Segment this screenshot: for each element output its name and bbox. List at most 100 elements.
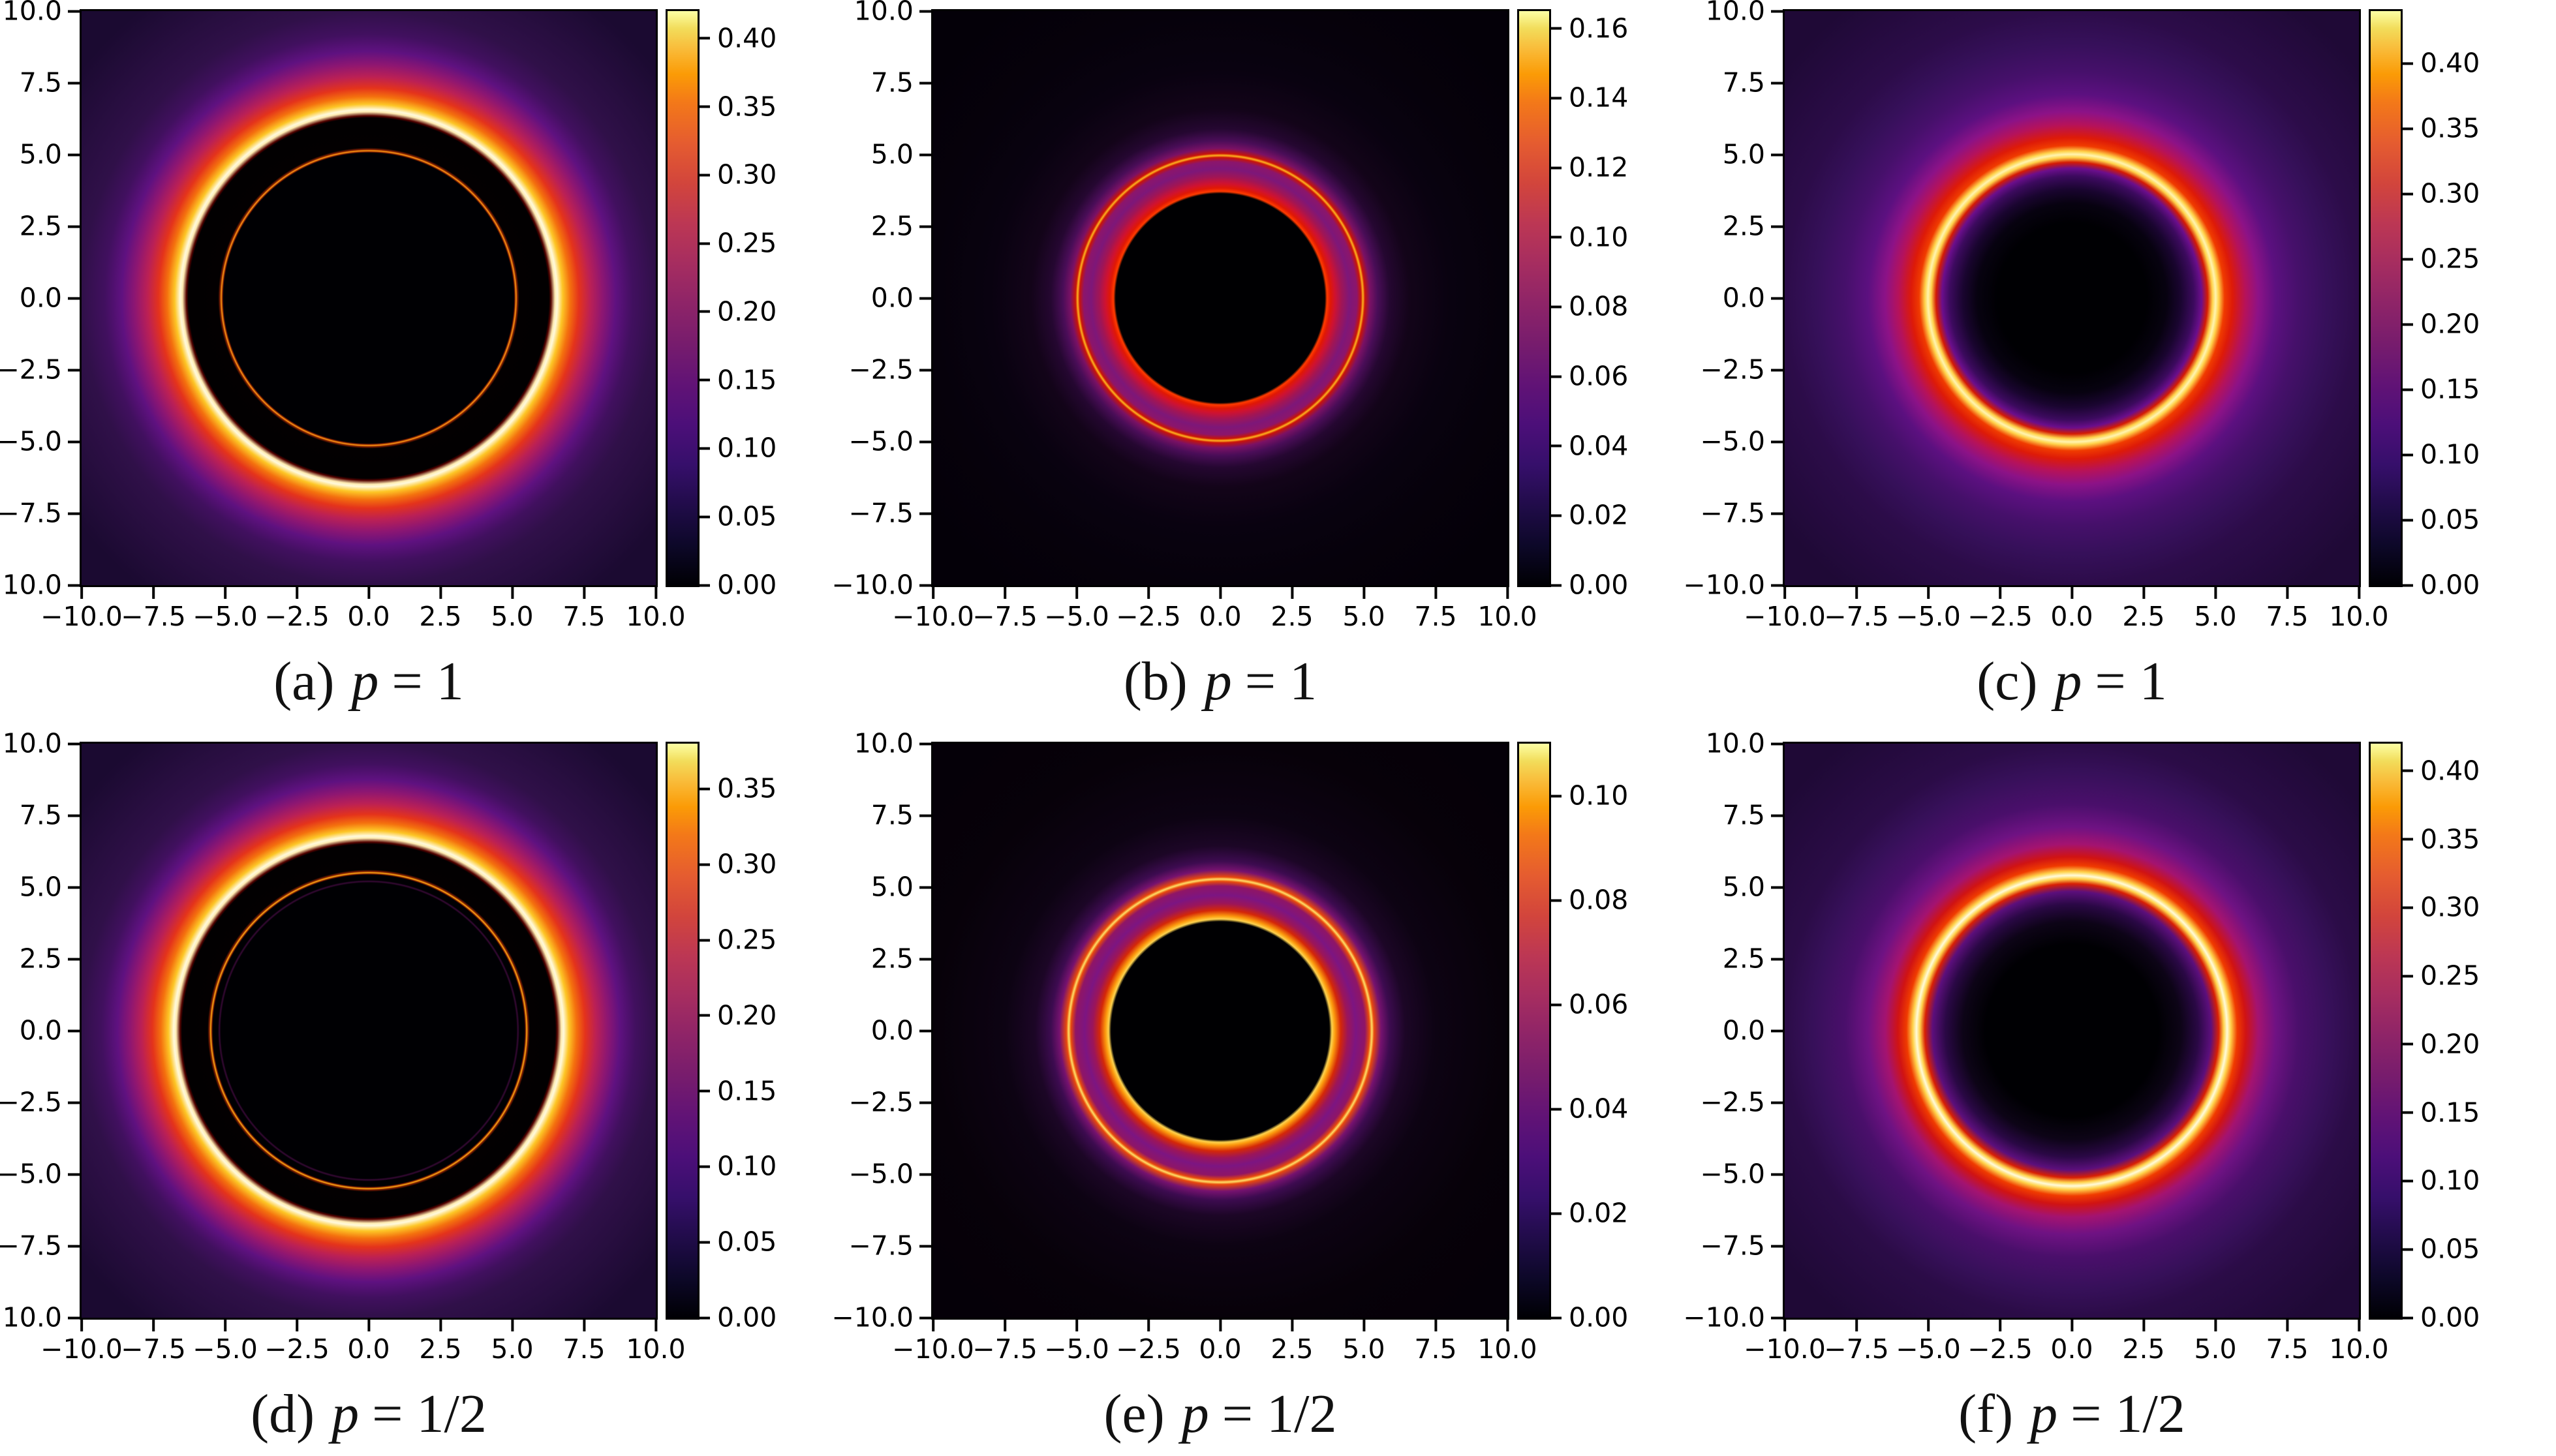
y-tick-label: −7.5 — [0, 1232, 80, 1260]
y-tick-label: 2.5 — [20, 213, 80, 240]
colorbar-tick-label: 0.05 — [2403, 506, 2480, 534]
x-tick-label: 7.5 — [2266, 587, 2308, 630]
caption-variable: p — [351, 651, 379, 712]
x-tick-label: 7.5 — [562, 587, 605, 630]
axes-e: 10.0 7.5 5.0 2.5 0.0 −2.5 −5.0 −7.5 −10.0 −10.0−… — [831, 730, 1703, 1363]
panel-a: 10.07.55.02.50.0−2.5−5.0−7.5−10.0 −10.0−… — [0, 0, 852, 713]
colorbar-tick-label: 0.15 — [2403, 376, 2480, 403]
x-tick-label: 10.0 — [1477, 1320, 1537, 1363]
x-tick-label: −2.5 — [1116, 1320, 1181, 1363]
x-axis-d: −10.0 −7.5 −5.0 −2.5 0.0 2.5 5.0 7.5 10.0 — [40, 1320, 685, 1363]
y-tick-label: 10.0 — [1706, 730, 1783, 757]
caption-index: (b) — [1123, 651, 1188, 712]
colorbar-tick-label: 0.06 — [1551, 991, 1628, 1018]
y-tick-label: −2.5 — [1700, 356, 1783, 384]
panel-c: 10.0 7.5 5.0 2.5 0.0 −2.5 −5.0 −7.5 −10.0 −10.0−… — [1683, 0, 2555, 713]
panel-e: 10.0 7.5 5.0 2.5 0.0 −2.5 −5.0 −7.5 −10.0 −10.0−… — [831, 730, 1703, 1446]
colorbar-tick-label: 0.02 — [1551, 1200, 1628, 1227]
plot-column-c: −10.0 −7.5 −5.0 −2.5 0.0 2.5 5.0 7.5 10.0 — [1744, 9, 2389, 630]
caption-f: (f) p = 1/2 — [1783, 1382, 2361, 1446]
caption-value: = 1 — [2095, 651, 2167, 712]
colorbar-axis-d: 0.00 0.05 0.10 0.15 0.20 0.25 0.30 0.35 — [700, 742, 791, 1331]
y-tick-label: 10.0 — [854, 0, 931, 25]
colorbar-tick-label: 0.10 — [700, 1153, 777, 1180]
y-tick-label: −7.5 — [848, 1232, 931, 1260]
panel-b: 10.0 7.5 5.0 2.5 0.0 −2.5 −5.0 −7.5 −10.0 −10.0−… — [831, 0, 1703, 713]
colorbar-tick-label: 0.20 — [700, 298, 777, 325]
y-tick-label: 2.5 — [871, 945, 931, 973]
x-axis-b: −10.0 −7.5 −5.0 −2.5 0.0 2.5 5.0 7.5 10.0 — [892, 587, 1537, 630]
colorbar-tick-label: 0.00 — [700, 571, 777, 599]
y-tick-label: −7.5 — [0, 500, 80, 527]
heatmap-a — [80, 9, 658, 587]
caption-value: = 1/2 — [372, 1384, 487, 1444]
x-tick-label: −10.0 — [40, 1320, 123, 1363]
colorbar-axis-e: 0.00 0.02 0.04 0.06 0.08 0.10 — [1551, 742, 1642, 1331]
x-tick-label: −7.5 — [121, 587, 186, 630]
y-tick-label: 2.5 — [20, 945, 80, 973]
colorbar-tick-label: 0.35 — [2403, 826, 2480, 853]
heatmap-c — [1783, 9, 2361, 587]
colorbar-wrap-a: 0.00 0.05 0.10 0.15 0.20 0.25 0.30 0.35 0.40 — [666, 9, 791, 598]
x-tick-label: −7.5 — [972, 1320, 1038, 1363]
y-axis-d: 10.07.55.02.50.0−2.5−5.0−7.5−10.0 — [0, 730, 80, 1331]
x-axis-c: −10.0 −7.5 −5.0 −2.5 0.0 2.5 5.0 7.5 10.0 — [1744, 587, 2388, 630]
y-axis-e: 10.0 7.5 5.0 2.5 0.0 −2.5 −5.0 −7.5 −10.0 — [831, 730, 931, 1331]
caption-value: = 1/2 — [2071, 1384, 2185, 1444]
colorbar-tick-label: 0.20 — [700, 1002, 777, 1029]
y-tick-label: −5.0 — [848, 1160, 931, 1188]
x-tick-label: −5.0 — [192, 1320, 258, 1363]
caption-variable: p — [1204, 651, 1232, 712]
x-tick-label: 5.0 — [1342, 587, 1385, 630]
y-tick-label: −2.5 — [0, 356, 80, 384]
heatmap-f — [1783, 742, 2361, 1320]
colorbar-wrap-d: 0.00 0.05 0.10 0.15 0.20 0.25 0.30 0.35 — [666, 742, 791, 1331]
y-tick-label: −5.0 — [0, 428, 80, 455]
colorbar-tick-label: 0.25 — [700, 926, 777, 954]
colorbar-tick-label: 0.14 — [1551, 84, 1628, 112]
colorbar-tick-label: 0.25 — [2403, 245, 2480, 273]
colorbar-tick-label: 0.35 — [700, 93, 777, 120]
caption-c: (c) p = 1 — [1783, 650, 2361, 713]
y-tick-label: 10.0 — [3, 730, 80, 757]
colorbar-wrap-e: 0.00 0.02 0.04 0.06 0.08 0.10 — [1517, 742, 1642, 1331]
y-tick-label: −2.5 — [1700, 1089, 1783, 1116]
colorbar-tick-label: 0.04 — [1551, 1095, 1628, 1123]
colorbar-tick-label: 0.10 — [700, 434, 777, 462]
y-tick-label: −5.0 — [1700, 428, 1783, 455]
y-tick-label: 2.5 — [1723, 945, 1783, 973]
colorbar-tick-label: 0.08 — [1551, 293, 1628, 320]
heatmap-d — [80, 742, 658, 1320]
axes-d: 10.07.55.02.50.0−2.5−5.0−7.5−10.0 −10.0−… — [0, 730, 852, 1363]
colorbar-tick-label: 0.35 — [2403, 115, 2480, 142]
y-tick-label: 5.0 — [20, 141, 80, 168]
x-tick-label: 0.0 — [1199, 1320, 1241, 1363]
caption-index: (e) — [1103, 1384, 1165, 1444]
x-tick-label: −5.0 — [1896, 1320, 1961, 1363]
colorbar-d — [666, 742, 700, 1320]
colorbar-f — [2369, 742, 2403, 1320]
caption-value: = 1 — [392, 651, 464, 712]
caption-d: (d) p = 1/2 — [80, 1382, 658, 1446]
y-axis-c: 10.0 7.5 5.0 2.5 0.0 −2.5 −5.0 −7.5 −10.0 — [1683, 0, 1783, 598]
x-tick-label: 10.0 — [2329, 587, 2388, 630]
colorbar-tick-label: 0.00 — [2403, 1304, 2480, 1331]
colorbar-tick-label: 0.15 — [2403, 1099, 2480, 1126]
y-tick-label: 0.0 — [871, 1017, 931, 1044]
x-tick-label: −7.5 — [1824, 1320, 1889, 1363]
x-tick-label: −10.0 — [892, 587, 974, 630]
colorbar-axis-c: 0.00 0.05 0.10 0.15 0.20 0.25 0.30 0.35 0.40 — [2403, 9, 2494, 598]
x-tick-label: −10.0 — [40, 587, 123, 630]
x-tick-label: 2.5 — [1270, 1320, 1313, 1363]
colorbar-tick-label: 0.20 — [2403, 311, 2480, 338]
colorbar-tick-label: 0.10 — [1551, 224, 1628, 250]
colorbar-tick-label: 0.30 — [2403, 180, 2480, 207]
y-tick-label: −7.5 — [848, 500, 931, 527]
x-tick-label: −7.5 — [121, 1320, 186, 1363]
y-tick-label: 7.5 — [1723, 802, 1783, 829]
colorbar-axis-b: 0.00 0.02 0.04 0.06 0.08 0.10 0.12 0.14 0.16 — [1551, 9, 1642, 598]
x-axis-f: −10.0 −7.5 −5.0 −2.5 0.0 2.5 5.0 7.5 10.0 — [1744, 1320, 2388, 1363]
axes-c: 10.0 7.5 5.0 2.5 0.0 −2.5 −5.0 −7.5 −10.0 −10.0−… — [1683, 0, 2555, 630]
colorbar-tick-label: 0.10 — [2403, 441, 2480, 468]
colorbar-wrap-f: 0.00 0.05 0.10 0.15 0.20 0.25 0.30 0.35 0.40 — [2369, 742, 2494, 1331]
